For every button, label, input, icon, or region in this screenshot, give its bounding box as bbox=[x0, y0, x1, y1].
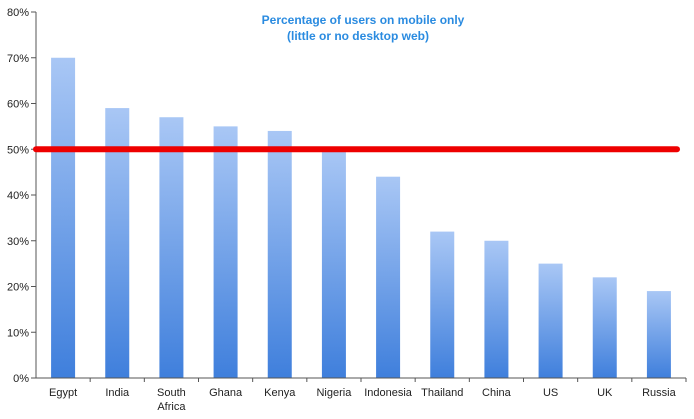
bars-group bbox=[51, 57, 671, 378]
y-tick-label: 80% bbox=[7, 7, 29, 19]
axes-group bbox=[35, 12, 686, 379]
bar-china bbox=[484, 240, 509, 378]
x-tick-label: India bbox=[105, 387, 130, 399]
bar-india bbox=[105, 108, 130, 378]
bar-south-africa bbox=[159, 117, 184, 378]
bar-russia bbox=[646, 291, 671, 378]
y-tick-label: 30% bbox=[7, 236, 29, 248]
chart-title: Percentage of users on mobile only bbox=[262, 13, 465, 27]
x-tick-label: US bbox=[543, 387, 558, 399]
bar-thailand bbox=[430, 231, 455, 378]
x-tick-label: UK bbox=[597, 387, 613, 399]
x-tick-label: Ghana bbox=[209, 387, 243, 399]
x-tick-label: Indonesia bbox=[364, 387, 413, 399]
x-tick-label: Nigeria bbox=[316, 387, 352, 399]
bar-us bbox=[538, 263, 563, 378]
chart-subtitle: (little or no desktop web) bbox=[287, 29, 429, 43]
bar-indonesia bbox=[376, 176, 401, 378]
bar-uk bbox=[592, 277, 617, 378]
x-labels-group: Egypt India South Africa Ghana Kenya Nigeria In… bbox=[49, 378, 687, 413]
y-tick-label: 10% bbox=[7, 327, 29, 339]
x-tick-label: Egypt bbox=[49, 387, 77, 399]
y-tick-label: 70% bbox=[7, 53, 29, 65]
x-tick-label: Kenya bbox=[264, 387, 296, 399]
y-tick-label: 60% bbox=[7, 99, 29, 111]
y-tick-label: 0% bbox=[13, 373, 29, 385]
bar-kenya bbox=[267, 130, 292, 378]
y-tick-label: 40% bbox=[7, 190, 29, 202]
y-ticks-group: 0% 10% 20% 30% 40% 50% 60% 70% 80% bbox=[7, 7, 36, 385]
y-tick-label: 50% bbox=[7, 144, 29, 156]
x-tick-label: China bbox=[482, 387, 512, 399]
bar-egypt bbox=[51, 57, 76, 378]
bar-ghana bbox=[213, 126, 238, 378]
x-tick-label: Russia bbox=[642, 387, 677, 399]
x-tick-label: Thailand bbox=[421, 387, 463, 399]
x-tick-label: South Africa bbox=[157, 387, 186, 413]
bar-nigeria bbox=[321, 149, 346, 378]
y-tick-label: 20% bbox=[7, 282, 29, 294]
